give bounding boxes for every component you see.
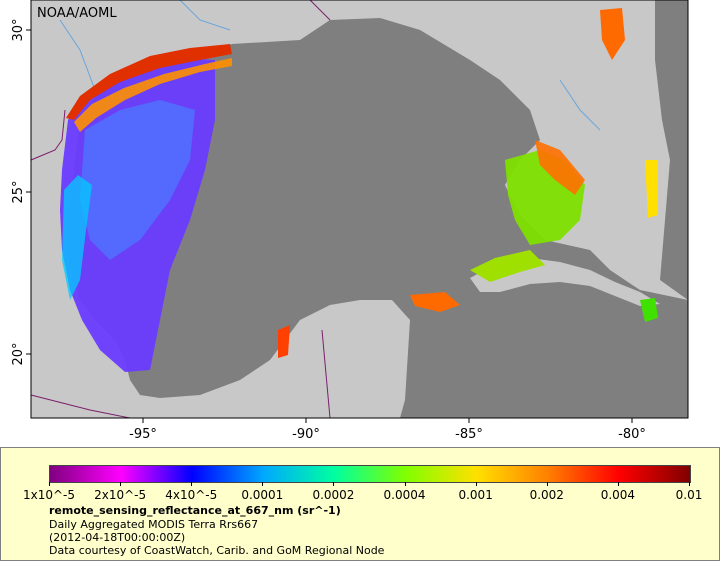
latitude-axis: 30° 25° 20° [11, 18, 31, 366]
texas-coast-red-band [66, 44, 232, 120]
credit-label: NOAA/AOML [37, 6, 117, 21]
lon-tick-label: -95° [129, 427, 157, 442]
colorbar-tick-label: 0.004 [600, 488, 636, 502]
colorbar-tick-mark [262, 482, 264, 486]
river [559, 79, 601, 131]
legend-panel: 1x10^-5 2x10^-5 4x10^-5 0.0001 0.0002 0.0004 0… [0, 447, 720, 561]
map-border [30, 0, 689, 419]
lat-tick-label: 25° [11, 180, 26, 203]
bahamas-swath [640, 298, 658, 322]
cuba-north-swath [470, 250, 545, 282]
reflectance-data-layer [60, 8, 658, 372]
colorbar-tick-label: 0.0004 [383, 488, 426, 502]
yucatan-landmass [300, 300, 410, 418]
colorbar-tick-mark [475, 482, 477, 486]
state-border [309, 0, 331, 21]
colorbar-tick-mark [333, 482, 335, 486]
legend-dataset-line: Daily Aggregated MODIS Terra Rrs667 [49, 518, 259, 531]
atlantic-no-data-area [655, 0, 688, 300]
colorbar-tick-label: 2x10^-5 [94, 488, 147, 502]
lon-tick-label: -90° [292, 427, 320, 442]
country-border [30, 109, 66, 161]
legend-time-line: (2012-04-18T00:00:00Z) [49, 531, 186, 544]
colorbar-tick-mark [49, 482, 50, 486]
caribbean-no-data-area [430, 300, 688, 418]
colorbar-tick-label: 0.0002 [312, 488, 355, 502]
colorbar [49, 465, 691, 483]
keys-swath [645, 160, 658, 218]
colorbar-tick-mark [546, 482, 548, 486]
lon-tick-label: -85° [455, 427, 483, 442]
nearshore-band-cyan [62, 175, 92, 300]
colorbar-tick-label: 0.01 [675, 488, 703, 502]
florida-shelf-orange [535, 140, 585, 195]
colorbar-tick-label: 0.0001 [241, 488, 284, 502]
longitude-axis: -95° -90° -85° -80° [129, 418, 646, 442]
lon-tick-label: -80° [618, 427, 646, 442]
legend-title: remote_sensing_reflectance_at_667_nm (sr… [49, 504, 341, 517]
map-canvas[interactable]: NOAA/AOML -95° -90° -85° -80° 30° 25° 20° [0, 0, 720, 446]
yucatan-channel-swath [410, 292, 460, 312]
lat-tick-label: 30° [11, 18, 26, 41]
campeche-swath [278, 325, 290, 358]
colorbar-tick-mark [404, 482, 406, 486]
country-border [30, 394, 131, 419]
legend-credit-line: Data courtesy of CoastWatch, Carib. and … [49, 544, 385, 557]
texas-coast-orange-band [74, 58, 232, 132]
colorbar-tick-mark [120, 482, 122, 486]
lat-tick-label: 20° [11, 342, 26, 365]
colorbar-tick-mark [689, 482, 690, 486]
country-border [321, 329, 331, 419]
colorbar-tick-mark [191, 482, 193, 486]
colorbar-tick-label: 1x10^-5 [22, 488, 76, 502]
colorbar-tick-mark [617, 482, 619, 486]
colorbar-tick-label: 0.001 [458, 488, 493, 502]
colorbar-tick-label: 0.002 [529, 488, 564, 502]
west-gulf-swath-core [80, 100, 195, 260]
map-panel[interactable]: NOAA/AOML -95° -90° -85° -80° 30° 25° 20° [0, 0, 720, 446]
east-coast-swath [600, 8, 625, 60]
colorbar-tick-label: 4x10^-5 [165, 488, 218, 502]
river [179, 0, 231, 31]
